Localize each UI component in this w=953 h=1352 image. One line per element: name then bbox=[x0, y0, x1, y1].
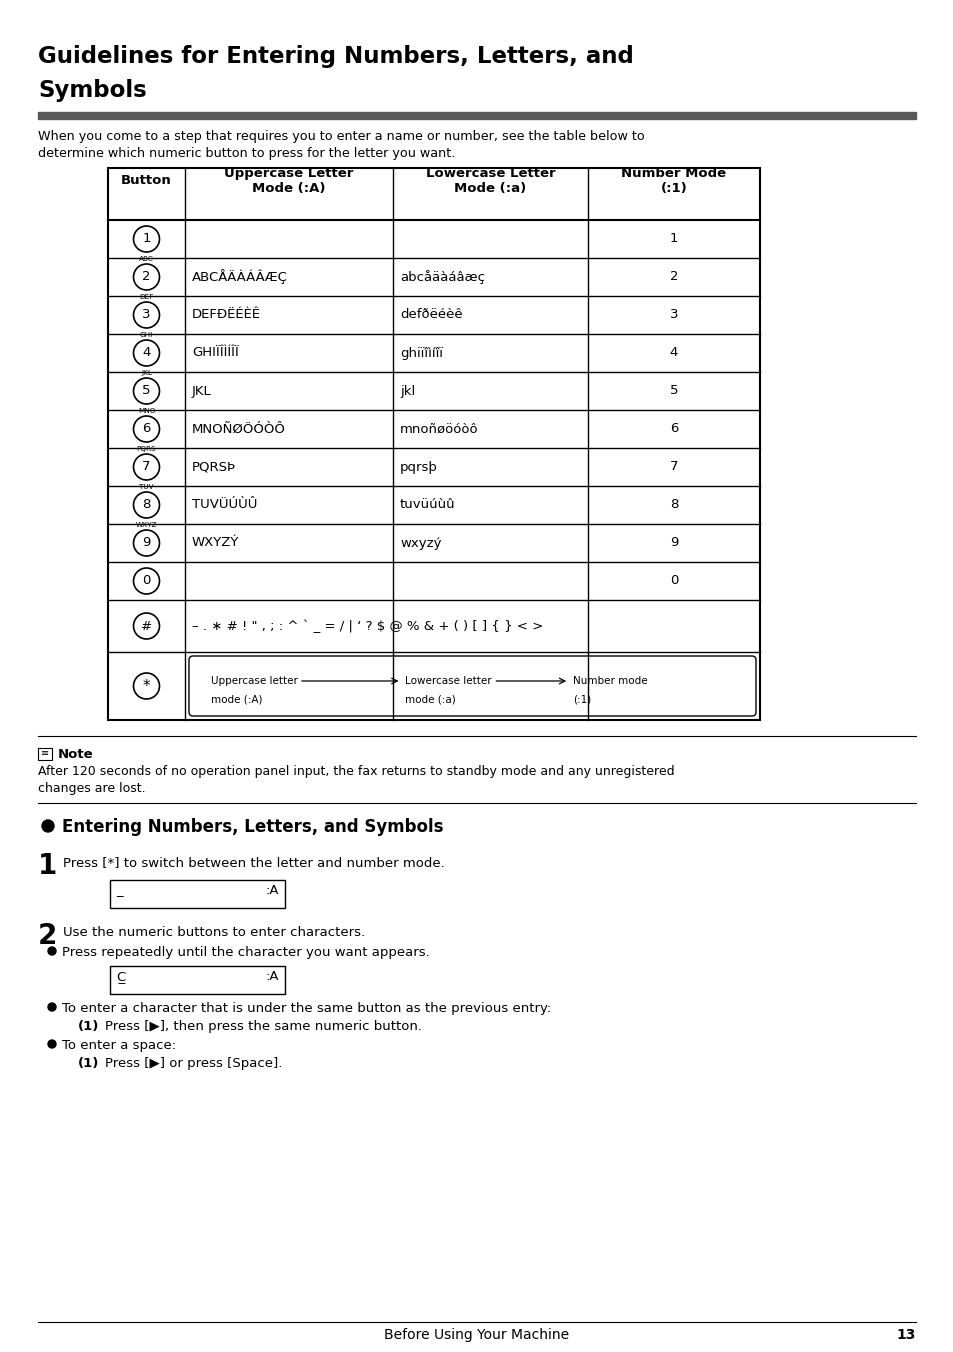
Text: WXYZ: WXYZ bbox=[135, 522, 157, 529]
Text: 0: 0 bbox=[669, 575, 678, 588]
Text: When you come to a step that requires you to enter a name or number, see the tab: When you come to a step that requires yo… bbox=[38, 130, 644, 160]
Text: 7: 7 bbox=[142, 461, 151, 473]
Text: Button: Button bbox=[121, 174, 172, 188]
Text: 2: 2 bbox=[669, 270, 678, 284]
Text: Guidelines for Entering Numbers, Letters, and: Guidelines for Entering Numbers, Letters… bbox=[38, 45, 633, 68]
Circle shape bbox=[48, 1003, 56, 1011]
Circle shape bbox=[42, 821, 54, 831]
Text: 7: 7 bbox=[669, 461, 678, 473]
Text: PQRS: PQRS bbox=[136, 446, 156, 452]
Circle shape bbox=[48, 946, 56, 955]
Text: Entering Numbers, Letters, and Symbols: Entering Numbers, Letters, and Symbols bbox=[62, 818, 443, 836]
Text: ghiïîìíîï: ghiïîìíîï bbox=[399, 346, 442, 360]
Text: (1): (1) bbox=[78, 1057, 99, 1069]
Text: Number Mode
(:1): Number Mode (:1) bbox=[620, 168, 726, 195]
Text: MNO: MNO bbox=[137, 408, 155, 414]
Text: GHI: GHI bbox=[140, 333, 153, 338]
Text: 1: 1 bbox=[669, 233, 678, 246]
Bar bbox=[110, 965, 285, 994]
Text: pqrsþ: pqrsþ bbox=[399, 461, 437, 473]
Text: After 120 seconds of no operation panel input, the fax returns to standby mode a: After 120 seconds of no operation panel … bbox=[38, 765, 674, 795]
Text: :A: :A bbox=[265, 884, 278, 896]
Text: DEFÐËÉÈÊ: DEFÐËÉÈÊ bbox=[192, 308, 261, 322]
Text: WXYZÝ: WXYZÝ bbox=[192, 537, 239, 549]
Text: Press [▶], then press the same numeric button.: Press [▶], then press the same numeric b… bbox=[105, 1019, 421, 1033]
Text: TUVÜÚÙÛ: TUVÜÚÙÛ bbox=[192, 499, 257, 511]
Text: 0: 0 bbox=[142, 575, 151, 588]
Text: *: * bbox=[143, 679, 151, 694]
Text: ≡: ≡ bbox=[41, 748, 49, 758]
Text: 4: 4 bbox=[142, 346, 151, 360]
Text: 2: 2 bbox=[142, 270, 151, 284]
Text: Symbols: Symbols bbox=[38, 78, 147, 101]
Text: defðëéèê: defðëéèê bbox=[399, 308, 462, 322]
Text: – . ∗ # ! " , ; : ^ ` _ = / | ‘ ? $ @ % & + ( ) [ ] { } < >: – . ∗ # ! " , ; : ^ ` _ = / | ‘ ? $ @ % … bbox=[192, 619, 543, 633]
Text: C̲: C̲ bbox=[116, 969, 125, 983]
Text: Number mode: Number mode bbox=[573, 676, 647, 685]
Bar bbox=[108, 168, 760, 721]
Text: 5: 5 bbox=[669, 384, 678, 397]
Text: 4: 4 bbox=[669, 346, 678, 360]
Circle shape bbox=[48, 1040, 56, 1048]
Text: 6: 6 bbox=[669, 422, 678, 435]
Text: 8: 8 bbox=[669, 499, 678, 511]
Text: PQRSÞ: PQRSÞ bbox=[192, 461, 235, 473]
Text: mode (:A): mode (:A) bbox=[211, 694, 262, 704]
Text: ABCÅÄÀÁÂÆÇ: ABCÅÄÀÁÂÆÇ bbox=[192, 269, 288, 284]
Text: DEF: DEF bbox=[139, 293, 153, 300]
Text: Press repeatedly until the character you want appears.: Press repeatedly until the character you… bbox=[62, 946, 429, 959]
Text: To enter a character that is under the same button as the previous entry:: To enter a character that is under the s… bbox=[62, 1002, 551, 1015]
Text: 5: 5 bbox=[142, 384, 151, 397]
Text: abcåäàáâæç: abcåäàáâæç bbox=[399, 270, 484, 284]
Text: mode (:a): mode (:a) bbox=[405, 694, 456, 704]
Bar bbox=[38, 112, 915, 119]
Text: TUV: TUV bbox=[139, 484, 153, 489]
Text: To enter a space:: To enter a space: bbox=[62, 1038, 176, 1052]
Text: wxyzý: wxyzý bbox=[399, 537, 441, 549]
Text: Lowercase letter: Lowercase letter bbox=[405, 676, 492, 685]
Text: JKL: JKL bbox=[192, 384, 212, 397]
Text: JKL: JKL bbox=[141, 370, 152, 376]
Text: 1: 1 bbox=[38, 852, 57, 880]
Text: Note: Note bbox=[58, 748, 93, 761]
Text: jkl: jkl bbox=[399, 384, 415, 397]
Bar bbox=[110, 880, 285, 909]
Text: GHIÏÎÌÍÎÏ: GHIÏÎÌÍÎÏ bbox=[192, 346, 238, 360]
Text: (:1): (:1) bbox=[573, 694, 591, 704]
Text: Lowercase Letter
Mode (:a): Lowercase Letter Mode (:a) bbox=[425, 168, 555, 195]
Text: 2: 2 bbox=[38, 922, 57, 950]
Text: (1): (1) bbox=[78, 1019, 99, 1033]
Text: 9: 9 bbox=[669, 537, 678, 549]
Text: mnoñøöóòô: mnoñøöóòô bbox=[399, 422, 478, 435]
Text: _: _ bbox=[116, 884, 123, 896]
Text: 13: 13 bbox=[896, 1328, 915, 1343]
Text: #: # bbox=[141, 619, 152, 633]
Text: Press [*] to switch between the letter and number mode.: Press [*] to switch between the letter a… bbox=[63, 856, 444, 869]
Text: :A: :A bbox=[265, 969, 278, 983]
Text: 9: 9 bbox=[142, 537, 151, 549]
Text: Use the numeric buttons to enter characters.: Use the numeric buttons to enter charact… bbox=[63, 926, 365, 940]
Text: 3: 3 bbox=[669, 308, 678, 322]
Text: Uppercase Letter
Mode (:A): Uppercase Letter Mode (:A) bbox=[224, 168, 354, 195]
Text: 3: 3 bbox=[142, 308, 151, 322]
Text: Press [▶] or press [Space].: Press [▶] or press [Space]. bbox=[105, 1057, 282, 1069]
Text: Before Using Your Machine: Before Using Your Machine bbox=[384, 1328, 569, 1343]
Text: 6: 6 bbox=[142, 422, 151, 435]
Text: ABC: ABC bbox=[139, 256, 153, 262]
Text: 8: 8 bbox=[142, 499, 151, 511]
Text: MNOÑØÖÓÒÔ: MNOÑØÖÓÒÔ bbox=[192, 422, 286, 435]
Text: tuvüúùû: tuvüúùû bbox=[399, 499, 456, 511]
Text: Uppercase letter: Uppercase letter bbox=[211, 676, 297, 685]
Text: 1: 1 bbox=[142, 233, 151, 246]
